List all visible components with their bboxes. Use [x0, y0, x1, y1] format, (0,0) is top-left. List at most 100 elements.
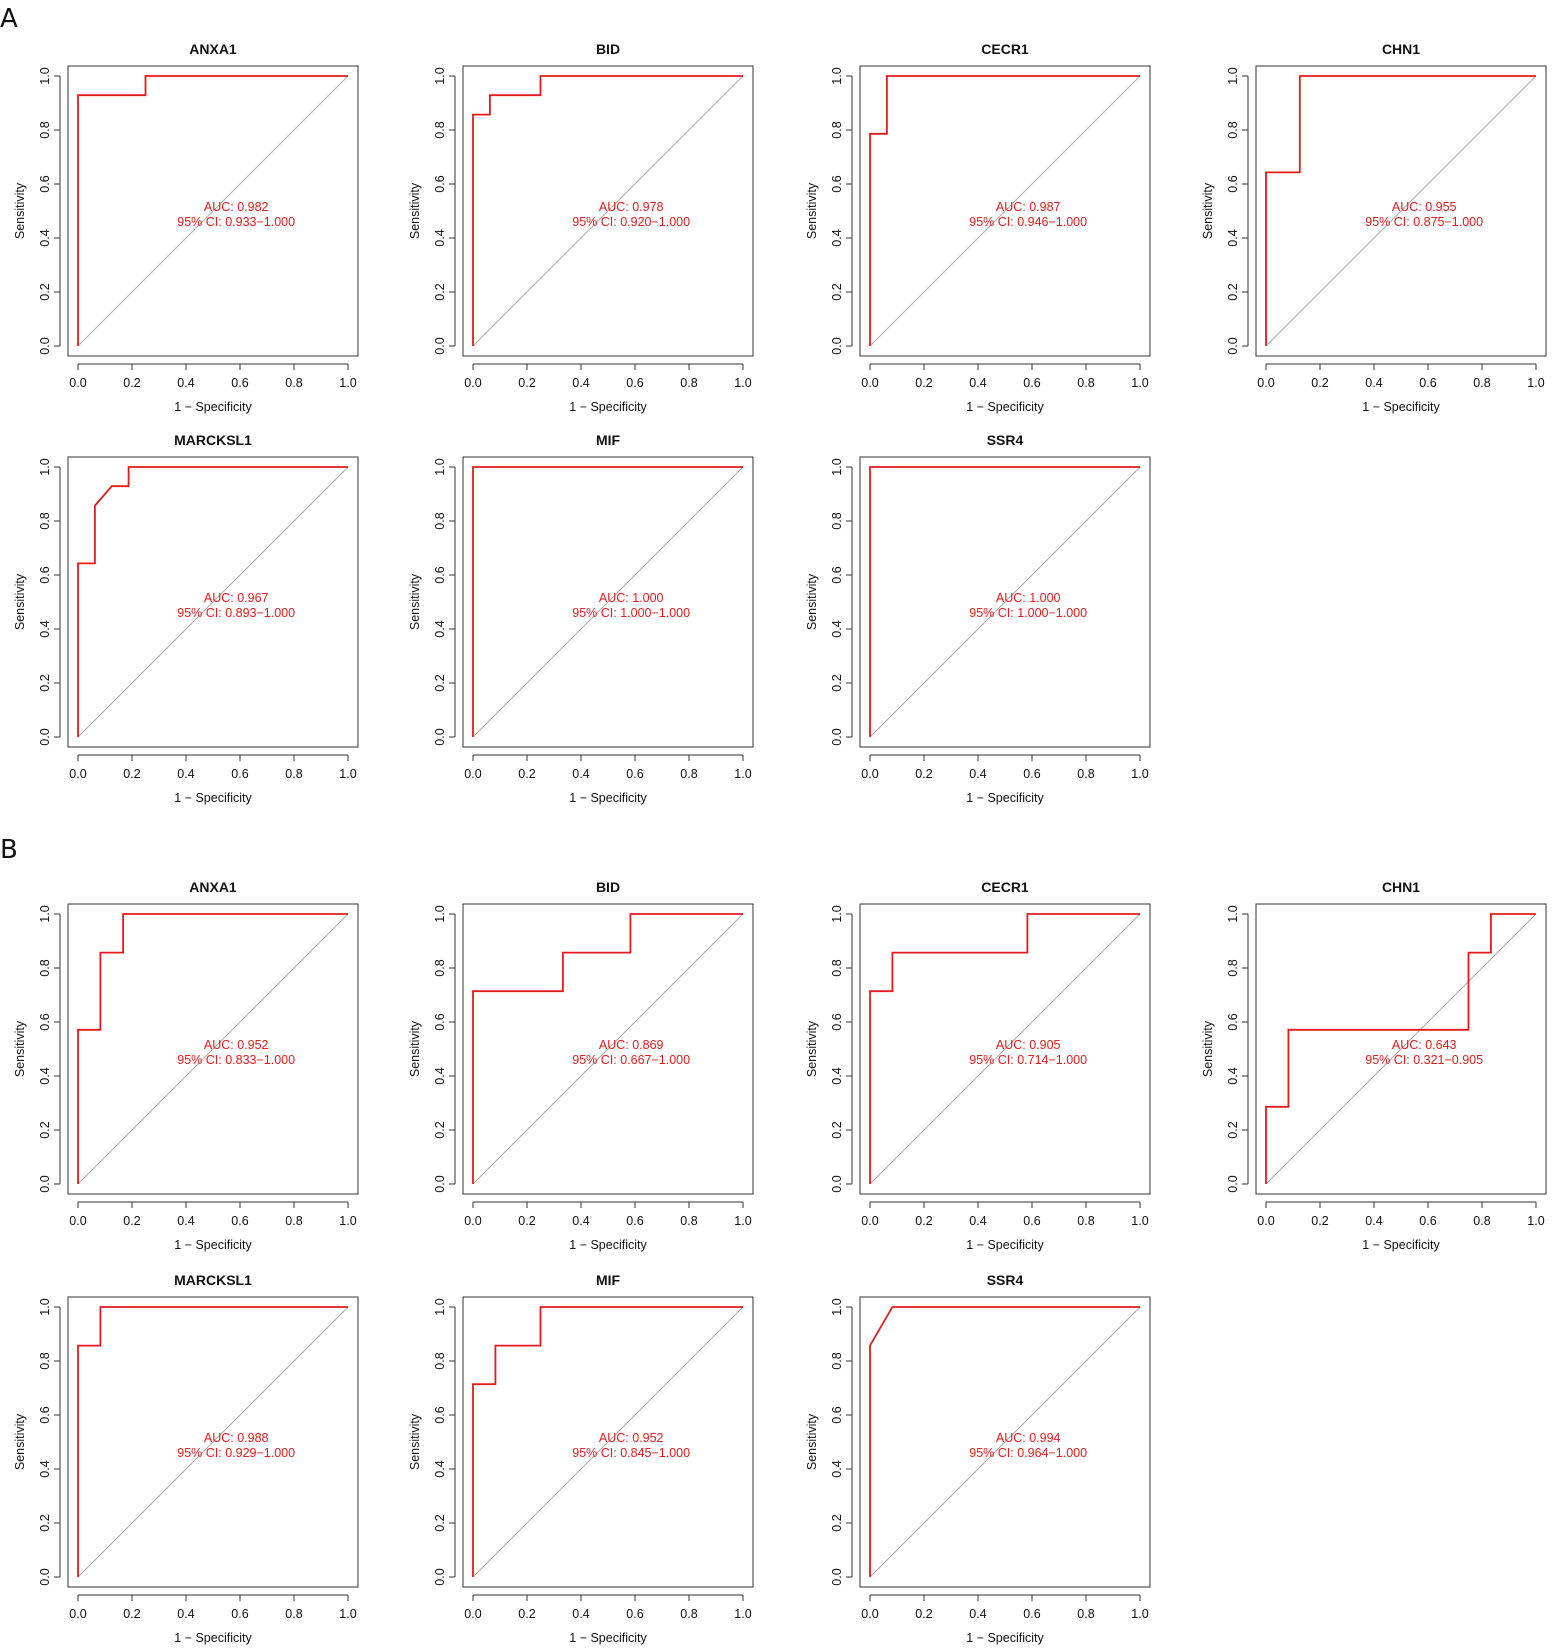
y-tick-label: 0.0 [830, 337, 844, 354]
y-tick-label: 0.2 [38, 674, 52, 691]
x-tick-label: 0.4 [572, 1214, 589, 1228]
plot-frame [67, 903, 359, 1195]
auc-value-label: AUC: 0.643 [1392, 1038, 1457, 1052]
y-tick-label: 0.6 [830, 566, 844, 583]
y-tick-label: 0.8 [433, 512, 447, 529]
y-tick-label: 0.8 [38, 959, 52, 976]
x-axis-label: 1 − Specificity [569, 1631, 647, 1645]
x-tick-label: 1.0 [1131, 1607, 1148, 1621]
plot-frame [67, 456, 359, 748]
chance-diagonal [869, 466, 1141, 738]
y-tick-label: 0.4 [433, 1067, 447, 1084]
roc-curve [472, 466, 743, 737]
y-tick-label: 1.0 [38, 458, 52, 475]
x-tick-label: 0.0 [861, 1607, 878, 1621]
auc-value-label: AUC: 0.967 [204, 591, 269, 605]
x-tick-label: 0.8 [1473, 1214, 1490, 1228]
x-tick-label: 0.4 [969, 376, 986, 390]
x-tick-label: 1.0 [339, 767, 356, 781]
panel-letter-a: A [0, 4, 18, 34]
x-tick-label: 1.0 [1131, 1214, 1148, 1228]
chart-a-marcksl1: MARCKSL1 0.0 0.2 0.4 0.6 0.8 1.0 1 − Specificit… [13, 432, 359, 805]
y-tick-label: 1.0 [433, 1298, 447, 1315]
y-tick-label: 0.0 [1226, 1175, 1240, 1192]
x-tick-label: 0.2 [915, 767, 932, 781]
y-tick-label: 0.4 [433, 1460, 447, 1477]
x-tick-label: 0.0 [69, 376, 86, 390]
x-tick-label: 1.0 [734, 376, 751, 390]
x-tick-label: 0.4 [177, 376, 194, 390]
x-tick-label: 0.6 [1023, 767, 1040, 781]
x-tick-label: 1.0 [734, 1607, 751, 1621]
auc-ci-label: 95% CI: 0.920−1.000 [572, 215, 690, 229]
chart-b-cecr1: CECR1 0.0 0.2 0.4 0.6 0.8 1.0 1 − Specificity 0.… [805, 879, 1151, 1252]
y-tick-label: 0.2 [433, 283, 447, 300]
x-tick-label: 1.0 [1131, 376, 1148, 390]
x-tick-label: 0.2 [915, 1607, 932, 1621]
auc-ci-label: 95% CI: 0.893−1.000 [177, 606, 295, 620]
chance-diagonal [77, 913, 349, 1185]
auc-ci-label: 95% CI: 0.321−0.905 [1365, 1053, 1483, 1067]
x-axis-label: 1 − Specificity [966, 1238, 1044, 1252]
chart-title: MARCKSL1 [174, 432, 252, 448]
roc-curve [1265, 913, 1536, 1184]
chance-diagonal [77, 1306, 349, 1578]
chart-title: CECR1 [981, 41, 1029, 57]
y-tick-label: 0.6 [1226, 1013, 1240, 1030]
x-tick-label: 0.0 [69, 1607, 86, 1621]
x-axis-label: 1 − Specificity [174, 791, 252, 805]
auc-ci-label: 95% CI: 0.845−1.000 [572, 1446, 690, 1460]
x-tick-label: 0.4 [969, 1214, 986, 1228]
chart-a-cecr1: CECR1 0.0 0.2 0.4 0.6 0.8 1.0 1 − Specificity 0.… [805, 41, 1151, 414]
x-tick-label: 0.0 [69, 767, 86, 781]
y-tick-label: 0.8 [433, 1352, 447, 1369]
chart-a-bid: BID 0.0 0.2 0.4 0.6 0.8 1.0 1 − Specificity 0.0 0… [408, 41, 754, 414]
y-tick-label: 0.2 [830, 1121, 844, 1138]
x-tick-label: 0.6 [231, 376, 248, 390]
y-tick-label: 0.4 [433, 229, 447, 246]
x-tick-label: 0.8 [680, 1607, 697, 1621]
chart-a-chn1: CHN1 0.0 0.2 0.4 0.6 0.8 1.0 1 − Specificity 0.0… [1201, 41, 1547, 414]
chart-title: BID [596, 41, 620, 57]
y-tick-label: 1.0 [1226, 67, 1240, 84]
auc-ci-label: 95% CI: 0.714−1.000 [969, 1053, 1087, 1067]
y-tick-label: 1.0 [1226, 905, 1240, 922]
y-tick-label: 0.4 [1226, 229, 1240, 246]
x-tick-label: 0.2 [518, 1607, 535, 1621]
y-tick-label: 1.0 [830, 1298, 844, 1315]
y-tick-label: 1.0 [38, 1298, 52, 1315]
auc-ci-label: 95% CI: 0.929−1.000 [177, 1446, 295, 1460]
plot-frame [859, 456, 1151, 748]
auc-value-label: AUC: 0.905 [996, 1038, 1061, 1052]
x-tick-label: 0.4 [969, 767, 986, 781]
x-tick-label: 0.6 [1419, 376, 1436, 390]
y-axis-label: Sensitivity [13, 182, 27, 239]
y-tick-label: 0.0 [38, 1175, 52, 1192]
y-tick-label: 0.0 [433, 1568, 447, 1585]
y-tick-label: 1.0 [433, 67, 447, 84]
y-axis-label: Sensitivity [13, 1020, 27, 1077]
x-tick-label: 1.0 [1527, 376, 1544, 390]
y-tick-label: 0.0 [830, 1175, 844, 1192]
x-axis-label: 1 − Specificity [1362, 400, 1440, 414]
y-axis-label: Sensitivity [13, 1413, 27, 1470]
panel-letter-b: B [0, 835, 18, 865]
chart-title: MIF [596, 1272, 621, 1288]
auc-value-label: AUC: 0.987 [996, 200, 1061, 214]
y-axis-label: Sensitivity [805, 1413, 819, 1470]
y-tick-label: 0.6 [433, 1013, 447, 1030]
auc-ci-label: 95% CI: 0.933−1.000 [177, 215, 295, 229]
x-tick-label: 0.4 [1365, 1214, 1382, 1228]
chance-diagonal [472, 1306, 744, 1578]
plot-frame [1255, 65, 1547, 357]
auc-ci-label: 95% CI: 0.667−1.000 [572, 1053, 690, 1067]
y-tick-label: 0.8 [1226, 121, 1240, 138]
x-tick-label: 0.0 [1257, 376, 1274, 390]
x-axis-label: 1 − Specificity [174, 1631, 252, 1645]
x-tick-label: 0.0 [861, 767, 878, 781]
y-tick-label: 0.4 [830, 620, 844, 637]
x-tick-label: 0.2 [518, 376, 535, 390]
chance-diagonal [1265, 75, 1537, 347]
y-tick-label: 0.0 [1226, 337, 1240, 354]
y-axis-label: Sensitivity [805, 1020, 819, 1077]
